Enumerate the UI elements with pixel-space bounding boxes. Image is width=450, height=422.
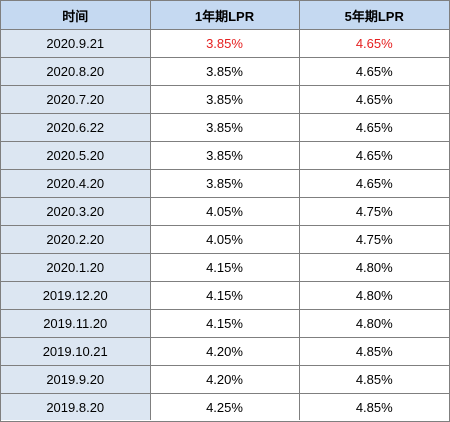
cell-lpr-1y: 3.85% — [150, 113, 300, 142]
cell-date: 2019.9.20 — [1, 365, 151, 394]
cell-lpr-1y: 4.05% — [150, 225, 300, 254]
cell-lpr-5y: 4.80% — [299, 253, 449, 282]
cell-lpr-5y: 4.65% — [299, 29, 449, 58]
table-row: 2019.11.20 4.15% 4.80% — [1, 309, 449, 338]
cell-lpr-5y: 4.85% — [299, 365, 449, 394]
cell-lpr-5y: 4.85% — [299, 393, 449, 420]
cell-date: 2020.9.21 — [1, 29, 151, 58]
header-row: 时间 1年期LPR 5年期LPR — [1, 1, 449, 30]
cell-date: 2019.12.20 — [1, 281, 151, 310]
table-row: 2020.4.20 3.85% 4.65% — [1, 169, 449, 198]
cell-lpr-1y: 3.85% — [150, 57, 300, 86]
cell-lpr-1y: 4.25% — [150, 393, 300, 420]
cell-date: 2019.8.20 — [1, 393, 151, 420]
cell-lpr-1y: 4.15% — [150, 309, 300, 338]
cell-lpr-5y: 4.65% — [299, 57, 449, 86]
header-date: 时间 — [1, 1, 151, 30]
cell-date: 2019.10.21 — [1, 337, 151, 366]
cell-date: 2020.4.20 — [1, 169, 151, 198]
table-row: 2020.3.20 4.05% 4.75% — [1, 197, 449, 226]
cell-lpr-5y: 4.65% — [299, 85, 449, 114]
table-row: 2020.9.21 3.85% 4.65% — [1, 29, 449, 58]
cell-lpr-1y: 4.05% — [150, 197, 300, 226]
cell-lpr-1y: 3.85% — [150, 169, 300, 198]
table-row: 2020.1.20 4.15% 4.80% — [1, 253, 449, 282]
cell-lpr-5y: 4.65% — [299, 169, 449, 198]
cell-date: 2020.5.20 — [1, 141, 151, 170]
cell-date: 2020.1.20 — [1, 253, 151, 282]
cell-lpr-1y: 3.85% — [150, 141, 300, 170]
cell-date: 2020.6.22 — [1, 113, 151, 142]
table-row: 2020.5.20 3.85% 4.65% — [1, 141, 449, 170]
table-body: 2020.9.21 3.85% 4.65% 2020.8.20 3.85% 4.65% 20… — [1, 29, 449, 420]
cell-date: 2019.11.20 — [1, 309, 151, 338]
cell-lpr-1y: 4.15% — [150, 281, 300, 310]
cell-date: 2020.7.20 — [1, 85, 151, 114]
table-row: 2020.2.20 4.05% 4.75% — [1, 225, 449, 254]
header-lpr-1y: 1年期LPR — [150, 1, 300, 30]
table-row: 2020.7.20 3.85% 4.65% — [1, 85, 449, 114]
cell-lpr-5y: 4.65% — [299, 113, 449, 142]
cell-date: 2020.3.20 — [1, 197, 151, 226]
table-row: 2020.6.22 3.85% 4.65% — [1, 113, 449, 142]
cell-lpr-1y: 4.20% — [150, 337, 300, 366]
cell-lpr-5y: 4.75% — [299, 225, 449, 254]
cell-lpr-5y: 4.80% — [299, 309, 449, 338]
cell-lpr-5y: 4.85% — [299, 337, 449, 366]
cell-date: 2020.2.20 — [1, 225, 151, 254]
cell-lpr-1y: 4.15% — [150, 253, 300, 282]
cell-date: 2020.8.20 — [1, 57, 151, 86]
header-lpr-5y: 5年期LPR — [299, 1, 449, 30]
cell-lpr-1y: 3.85% — [150, 85, 300, 114]
cell-lpr-1y: 3.85% — [150, 29, 300, 58]
table-header: 时间 1年期LPR 5年期LPR — [1, 1, 449, 30]
cell-lpr-5y: 4.80% — [299, 281, 449, 310]
table-row: 2020.8.20 3.85% 4.65% — [1, 57, 449, 86]
table-row: 2019.8.20 4.25% 4.85% — [1, 393, 449, 420]
cell-lpr-1y: 4.20% — [150, 365, 300, 394]
table-row: 2019.10.21 4.20% 4.85% — [1, 337, 449, 366]
table-row: 2019.9.20 4.20% 4.85% — [1, 365, 449, 394]
cell-lpr-5y: 4.65% — [299, 141, 449, 170]
table-row: 2019.12.20 4.15% 4.80% — [1, 281, 449, 310]
cell-lpr-5y: 4.75% — [299, 197, 449, 226]
